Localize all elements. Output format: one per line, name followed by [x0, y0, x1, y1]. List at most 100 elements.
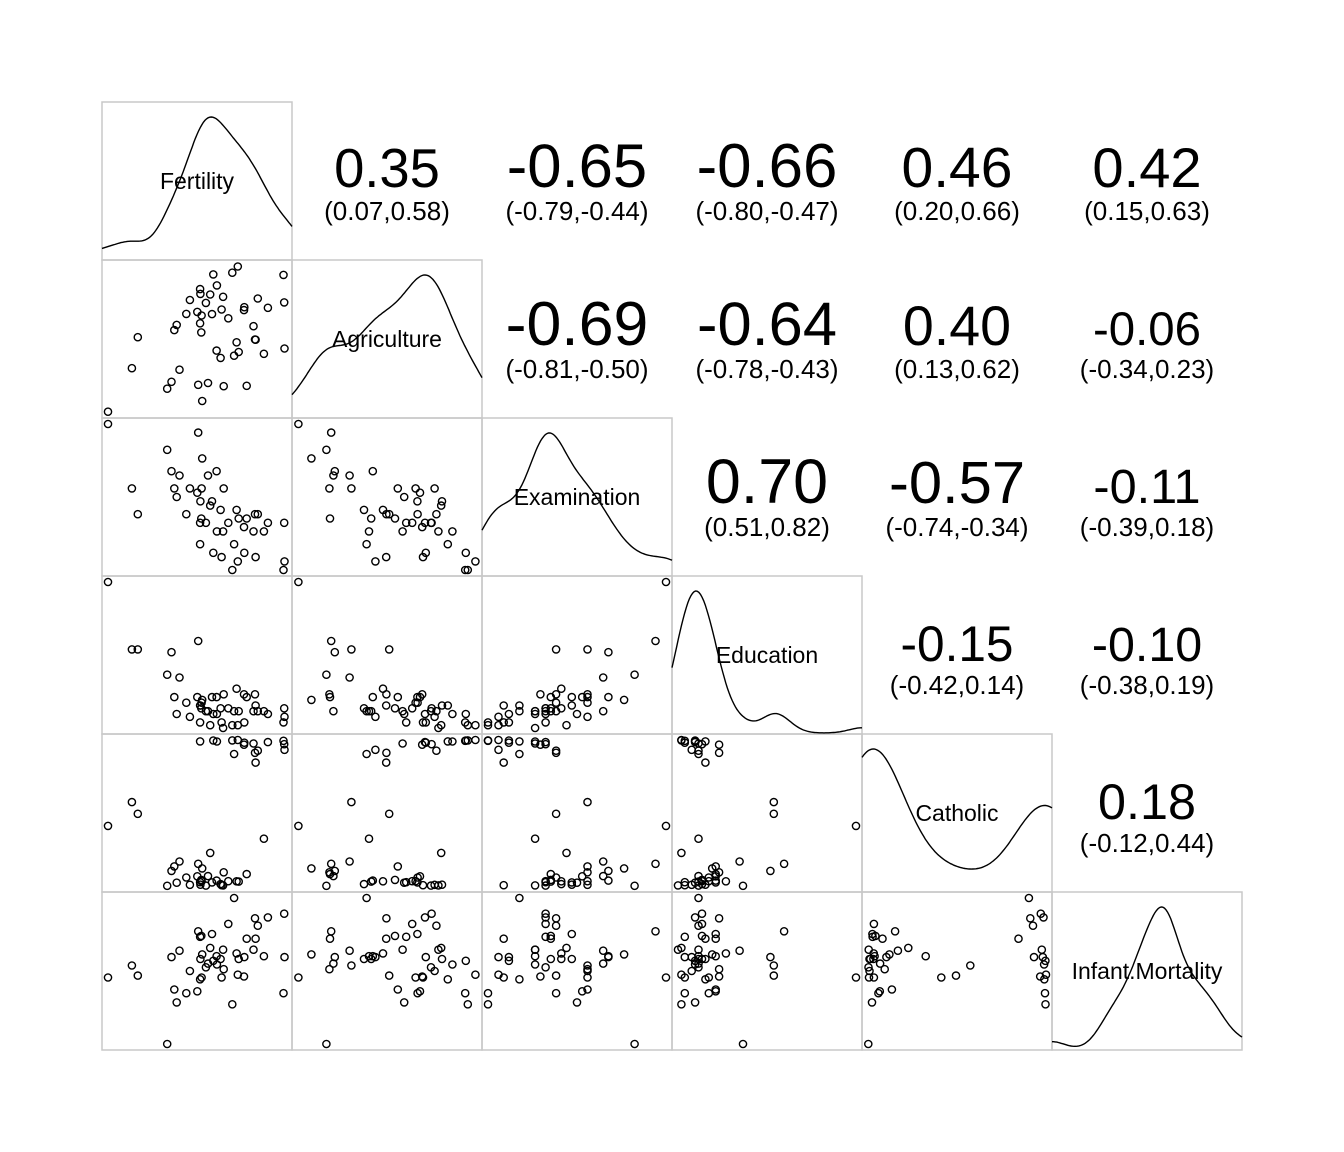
data-point — [249, 739, 258, 748]
density-curve-education — [671, 590, 862, 734]
data-point — [378, 877, 388, 886]
data-point — [769, 961, 779, 970]
data-point — [219, 964, 228, 974]
data-point — [347, 645, 356, 654]
data-point — [651, 859, 660, 869]
scatter-infant-mortality-vs-education — [673, 893, 861, 1049]
data-point — [181, 309, 191, 319]
scatter-examination-vs-fertility — [103, 419, 289, 575]
data-point — [239, 740, 249, 750]
data-point — [471, 720, 480, 730]
data-point — [207, 929, 217, 939]
data-point — [887, 985, 897, 994]
data-point — [217, 973, 226, 982]
data-point — [364, 834, 374, 844]
data-point — [322, 445, 331, 455]
data-point — [738, 1039, 748, 1049]
data-point — [239, 522, 249, 532]
data-point — [680, 932, 690, 942]
data-point — [185, 712, 195, 722]
data-point — [864, 945, 874, 955]
data-point — [619, 864, 629, 873]
data-point — [483, 718, 493, 727]
data-point — [218, 945, 228, 955]
data-point — [169, 985, 179, 994]
data-point — [239, 302, 249, 312]
data-point — [504, 709, 514, 719]
data-point — [551, 873, 561, 882]
scatter-infant-mortality-vs-examination — [483, 893, 671, 1049]
data-point — [197, 311, 206, 320]
data-point — [345, 471, 354, 480]
scatter-panels — [103, 262, 1051, 1049]
data-point — [398, 739, 407, 748]
data-point — [530, 834, 540, 844]
data-point — [557, 704, 566, 713]
data-point — [436, 501, 446, 510]
data-point — [362, 539, 371, 549]
data-point — [779, 927, 789, 936]
data-point — [407, 518, 417, 528]
correlation-ci: (-0.74,-0.34) — [885, 512, 1028, 542]
data-point — [326, 428, 336, 437]
data-point — [218, 723, 228, 733]
data-point — [378, 949, 388, 958]
data-point — [398, 527, 407, 536]
data-point — [577, 872, 587, 881]
data-point — [530, 709, 540, 719]
data-point — [263, 303, 273, 313]
data-point — [197, 396, 207, 406]
data-point — [208, 548, 218, 558]
data-point — [218, 527, 228, 536]
data-point — [598, 946, 608, 956]
data-point — [381, 552, 391, 562]
data-point — [362, 893, 371, 903]
data-point — [735, 857, 744, 866]
data-point — [583, 712, 592, 722]
data-point — [557, 684, 566, 694]
data-point — [448, 737, 457, 746]
data-point — [384, 971, 394, 980]
data-point — [167, 952, 176, 962]
data-point — [195, 318, 205, 328]
data-point — [436, 848, 446, 858]
data-point — [233, 262, 243, 271]
data-point — [680, 952, 690, 962]
panel-frame-catholic-examination — [481, 733, 673, 893]
data-point — [769, 797, 779, 807]
data-point — [701, 975, 710, 984]
data-point — [714, 740, 724, 750]
data-point — [557, 879, 566, 889]
correlation-ci: (-0.42,0.14) — [890, 670, 1024, 700]
variable-label-catholic: Catholic — [915, 800, 998, 826]
data-point — [207, 496, 217, 506]
data-point — [417, 972, 427, 981]
data-point — [242, 934, 251, 944]
data-point — [769, 809, 779, 819]
data-point — [249, 706, 258, 716]
data-point — [536, 690, 545, 699]
data-point — [249, 945, 258, 955]
data-point — [921, 951, 931, 961]
data-point — [890, 927, 900, 936]
data-point — [483, 736, 493, 746]
data-point — [175, 365, 184, 375]
data-point — [218, 292, 228, 302]
data-point — [1029, 952, 1039, 962]
data-point — [197, 864, 207, 873]
data-point — [567, 701, 577, 710]
data-point — [651, 927, 660, 936]
data-point — [196, 875, 206, 885]
data-point — [234, 954, 243, 964]
data-point — [103, 821, 113, 831]
variable-label-infant-mortality: Infant.Mortality — [1072, 958, 1223, 984]
data-point — [619, 695, 629, 705]
correlation-ci: (-0.78,-0.43) — [695, 354, 838, 384]
data-point — [212, 346, 221, 355]
data-point — [234, 347, 243, 357]
data-point — [572, 709, 582, 719]
data-point — [407, 704, 417, 713]
data-point — [541, 963, 550, 972]
data-point — [701, 737, 710, 746]
data-point — [307, 695, 316, 705]
